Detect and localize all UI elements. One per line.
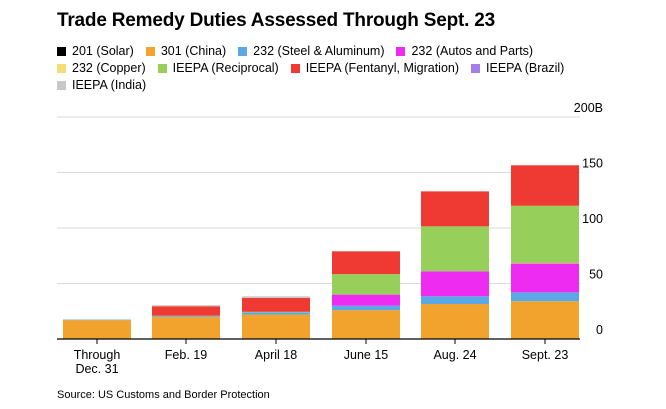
bar-segment [421,304,489,339]
x-tick-label: Dec. 31 [75,362,118,376]
legend-row: 201 (Solar) 301 (China) 232 (Steel & Alumi… [57,43,617,60]
bar-segment [511,301,579,339]
legend-swatch [57,64,66,73]
legend: 201 (Solar) 301 (China) 232 (Steel & Alumi… [57,43,617,94]
bar-segment [152,316,220,339]
bar-segment [332,310,400,339]
legend-label: IEEPA (India) [72,78,147,92]
x-tick-label: April 18 [255,348,297,362]
bar-segment [152,306,220,316]
x-tick-label: Through [74,348,121,362]
bar-segment [421,226,489,272]
legend-item: 232 (Autos and Parts) [396,43,533,60]
legend-swatch [396,47,406,56]
bar-segment [511,205,579,263]
legend-swatch [57,81,66,90]
legend-swatch [471,64,481,73]
bar-segment [511,165,579,206]
bar-segment [511,263,579,293]
x-tick-label: June 15 [344,348,389,362]
bar-segment [421,296,489,305]
legend-label: 232 (Autos and Parts) [411,44,534,58]
legend-swatch [290,64,300,73]
y-tick-label: 150 [582,157,603,171]
bar-segment [152,315,220,317]
x-tick-label: Sept. 23 [522,348,569,362]
bar-segment [332,305,400,311]
x-tick-label: Aug. 24 [433,348,476,362]
bar-segment [242,311,310,313]
y-tick-label: 0 [596,323,603,337]
legend-swatch [145,47,155,56]
legend-swatch [57,47,66,56]
legend-label: 201 (Solar) [72,44,134,58]
legend-label: 232 (Steel & Aluminum) [253,44,385,58]
legend-label: IEEPA (Brazil) [486,61,565,75]
legend-item: 232 (Copper) [57,60,146,77]
legend-item: IEEPA (Brazil) [471,60,564,77]
bar-segment [152,305,220,307]
legend-swatch [238,47,248,56]
bar-segment [332,294,400,306]
legend-row: 232 (Copper) IEEPA (Reciprocal) IEEPA (Fen… [57,60,617,77]
bar-segment [242,297,310,312]
legend-label: 301 (China) [160,44,227,58]
bar-segment [242,296,310,298]
legend-item: IEEPA (India) [57,77,146,94]
chart-title: Trade Remedy Duties Assessed Through Sep… [57,10,495,31]
legend-item: 232 (Steel & Aluminum) [238,43,384,60]
bar-segment [421,191,489,227]
legend-item: 201 (Solar) [57,43,134,60]
bar-segment [511,262,579,264]
bar-segment [511,292,579,302]
bar-segment [332,251,400,275]
legend-item: IEEPA (Reciprocal) [157,60,279,77]
legend-item: IEEPA (Fentanyl, Migration) [290,60,460,77]
legend-label: IEEPA (Fentanyl, Migration) [305,61,460,75]
y-tick-label: 100 [582,212,603,226]
bar-segment [242,312,310,315]
bar-segment [421,271,489,297]
y-tick-label: 50 [589,268,603,282]
bar-segment [332,274,400,295]
bar-segment [63,320,131,339]
bar-segment [242,314,310,339]
bar-segment [63,319,131,321]
legend-label: 232 (Copper) [72,61,146,75]
legend-label: IEEPA (Reciprocal) [172,61,279,75]
legend-row: IEEPA (India) [57,77,617,94]
source-note: Source: US Customs and Border Protection [57,389,270,401]
x-tick-label: Feb. 19 [165,348,207,362]
legend-item: 301 (China) [145,43,227,60]
y-tick-label: 200B [574,101,603,115]
legend-swatch [157,64,167,73]
